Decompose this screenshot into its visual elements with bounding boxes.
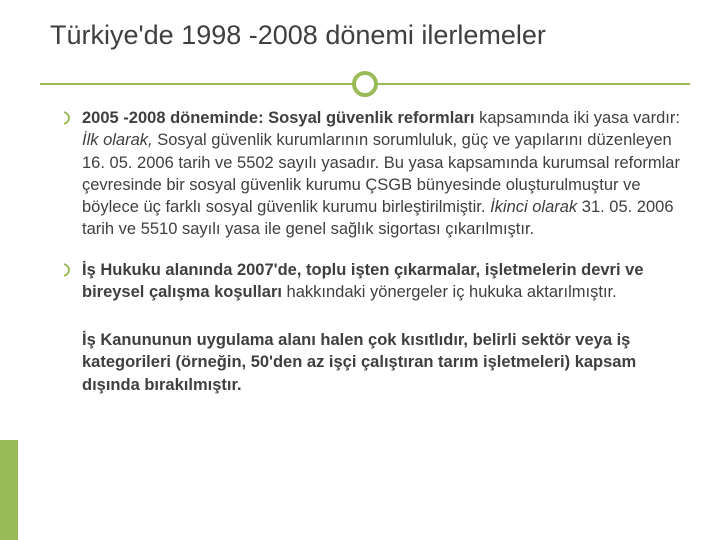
- bullet-1-tail1: kapsamında iki yasa vardır:: [479, 109, 680, 127]
- bullet-2: İş Hukuku alanında 2007'de, toplu işten …: [60, 259, 680, 304]
- bullet-2-tail1: hakkındaki yönergeler iç hukuka aktarılm…: [287, 283, 617, 301]
- paragraph-3-text: İş Kanununun uygulama alanı halen çok kı…: [82, 331, 636, 394]
- bullet-1-italic2: İkinci olarak: [490, 198, 582, 216]
- paragraph-3: İş Kanununun uygulama alanı halen çok kı…: [60, 329, 680, 396]
- bullet-1: 2005 -2008 döneminde: Sosyal güvenlik re…: [60, 107, 680, 241]
- divider: [40, 69, 690, 99]
- bullet-1-lead: 2005 -2008 döneminde: Sosyal güvenlik re…: [82, 109, 479, 127]
- accent-bar: [0, 440, 18, 540]
- content-area: 2005 -2008 döneminde: Sosyal güvenlik re…: [60, 107, 680, 396]
- slide: Türkiye'de 1998 -2008 dönemi ilerlemeler…: [0, 0, 720, 540]
- bullet-1-italic1: İlk olarak,: [82, 131, 153, 149]
- circle-icon: [352, 71, 378, 97]
- slide-title: Türkiye'de 1998 -2008 dönemi ilerlemeler: [50, 20, 680, 51]
